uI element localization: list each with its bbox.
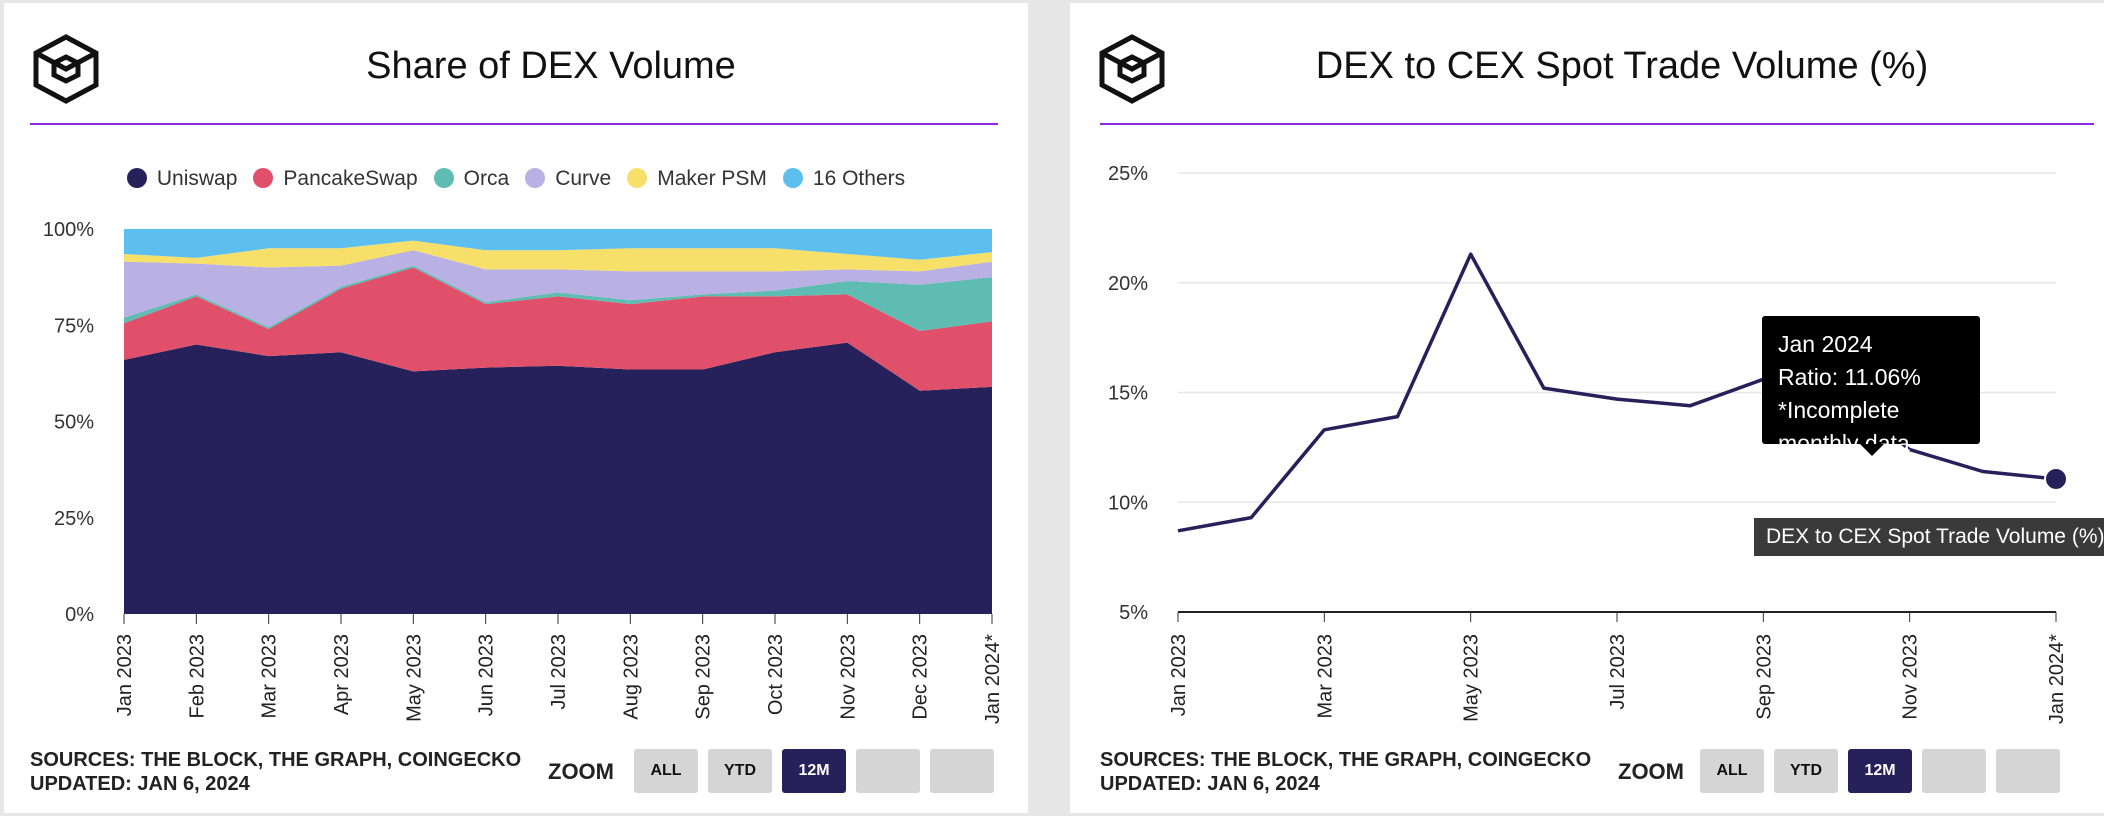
legend-item[interactable]: PancakeSwap [253,167,418,191]
x-tick-label: Oct 2023 [765,634,787,715]
chart-title: Share of DEX Volume [366,45,736,87]
zoom-12m-button[interactable]: 12M [782,749,846,793]
legend-item[interactable]: Orca [433,167,510,191]
tooltip-date: Jan 2024 [1778,331,1873,357]
stacked-area-chart: 0% 25% 50% 75% 100% Jan 2023 Feb 2023 Mar 2023 A… [43,219,1004,724]
zoom-ytd-button[interactable]: YTD [708,749,772,793]
zoom-all-button[interactable]: ALL [1700,749,1764,793]
tooltip-arrow [1860,444,1884,456]
legend-dot-icon [433,168,454,188]
zoom-button-5[interactable] [1996,749,2060,793]
series-name-tooltip: DEX to CEX Spot Trade Volume (%) [1754,518,2104,556]
legend-label: 16 Others [812,167,906,190]
x-tick-label: Sep 2023 [693,634,715,720]
zoom-all-button[interactable]: ALL [634,749,698,793]
highlighted-data-point[interactable] [2044,466,2068,491]
zoom-button-4[interactable] [856,749,920,793]
legend-label: Curve [555,167,612,190]
legend-label: PancakeSwap [283,167,418,190]
y-tick-label: 100% [43,219,94,241]
area-series-uniswap[interactable] [124,342,992,614]
x-tick-label: Mar 2023 [259,634,281,719]
legend-item[interactable]: Uniswap [126,167,238,191]
legend-item[interactable]: 16 Others [782,167,906,191]
y-tick-label: 20% [1108,273,1148,295]
area-series-pancakeswap[interactable] [124,267,992,391]
y-tick-label: 10% [1108,492,1148,514]
x-tick-label: Aug 2023 [620,634,642,720]
the-block-logo-icon [33,34,99,104]
x-tick-label: Jul 2023 [1607,634,1629,710]
legend-dot-icon [627,168,648,188]
x-tick-label: Nov 2023 [1900,634,1922,720]
sources-text: SOURCES: THE BLOCK, THE GRAPH, COINGECKO… [1100,748,1591,796]
zoom-label: ZOOM [548,759,614,784]
tooltip-ratio: Ratio: 11.06% [1778,364,1921,390]
zoom-ytd-button[interactable]: YTD [1774,749,1838,793]
legend-dot-icon [782,168,803,188]
x-tick-label: Jul 2023 [548,634,570,710]
x-tick-label: Mar 2023 [1314,634,1336,719]
x-tick-label: Sep 2023 [1753,634,1775,720]
zoom-label: ZOOM [1618,759,1684,784]
share-of-dex-volume-panel: Share of DEX Volume Uniswap PancakeSwap Or… [4,3,1028,813]
x-tick-label: Jan 2023 [114,634,136,716]
tooltip-note: *Incomplete monthly data [1778,397,1910,456]
legend-label: Maker PSM [657,167,767,190]
x-tick-label: May 2023 [1461,634,1483,722]
legend: Uniswap PancakeSwap Orca Curve Maker PSM 16 O… [4,167,1028,191]
x-tick-label: Jan 2024* [982,634,1004,724]
title-divider [30,123,998,125]
legend-dot-icon [525,168,546,188]
x-tick-label: Jun 2023 [476,634,498,716]
legend-dot-icon [126,168,147,188]
y-tick-label: 0% [65,604,94,626]
legend-label: Orca [463,167,510,190]
x-tick-label: Dec 2023 [910,634,932,720]
y-tick-label: 5% [1119,602,1148,624]
x-tick-label: Jan 2024* [2046,634,2068,724]
x-tick-label: May 2023 [403,634,425,722]
y-tick-label: 25% [1108,163,1148,185]
data-tooltip: Jan 2024 Ratio: 11.06% *Incomplete month… [1762,316,1980,456]
y-tick-label: 25% [54,508,94,530]
sources-text: SOURCES: THE BLOCK, THE GRAPH, COINGECKO… [30,748,521,796]
zoom-button-5[interactable] [930,749,994,793]
updated-line: UPDATED: JAN 6, 2024 [1100,773,1320,795]
zoom-button-4[interactable] [1922,749,1986,793]
sources-line: SOURCES: THE BLOCK, THE GRAPH, COINGECKO [1100,749,1592,771]
legend-item[interactable]: Curve [525,167,611,191]
legend-item[interactable]: Maker PSM [627,167,767,191]
legend-dot-icon [253,168,274,188]
title-divider [1100,123,2094,125]
updated-line: UPDATED: JAN 6, 2024 [30,773,250,795]
series-line[interactable] [1177,252,2057,533]
x-tick-label: Jan 2023 [1168,634,1190,716]
chart-title: DEX to CEX Spot Trade Volume (%) [1315,45,1929,87]
sources-line: SOURCES: THE BLOCK, THE GRAPH, COINGECKO [30,749,522,771]
y-tick-label: 15% [1108,383,1148,405]
line-chart: 5% 10% 15% 20% 25% Jan 2023 Mar 2023 May 2023 Ju… [1108,163,2068,724]
x-tick-label: Nov 2023 [837,634,859,720]
x-tick-label: Apr 2023 [331,634,353,715]
legend-label: Uniswap [156,167,238,190]
y-tick-label: 75% [54,315,94,337]
zoom-12m-button[interactable]: 12M [1848,749,1912,793]
x-tick-label: Feb 2023 [186,634,208,719]
y-tick-label: 50% [54,412,94,434]
the-block-logo-icon [1099,34,1165,104]
area-series-16-others[interactable] [124,229,992,260]
area-series-curve[interactable] [124,250,992,328]
